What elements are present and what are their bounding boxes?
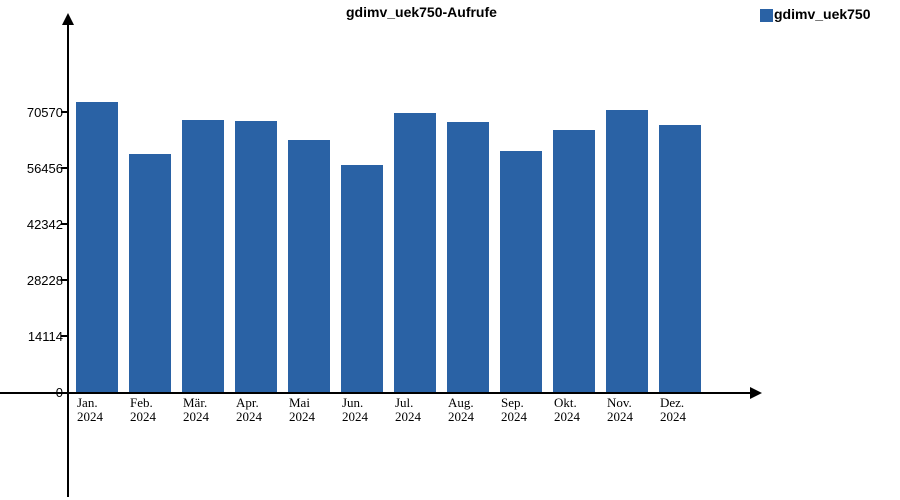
y-tick-label: 14114 — [28, 329, 63, 344]
x-tick-label: Dez. 2024 — [660, 396, 686, 425]
bar — [129, 154, 171, 392]
bar — [76, 102, 118, 392]
x-tick-label: Mär. 2024 — [183, 396, 209, 425]
y-tick-mark — [61, 335, 67, 337]
x-tick-label: Feb. 2024 — [130, 396, 156, 425]
bar — [182, 120, 224, 392]
bar — [500, 151, 542, 392]
y-tick-label: 0 — [56, 385, 63, 400]
x-tick-label: Sep. 2024 — [501, 396, 527, 425]
x-tick-label: Apr. 2024 — [236, 396, 262, 425]
bar — [447, 122, 489, 392]
bar — [553, 130, 595, 392]
x-tick-label: Jun. 2024 — [342, 396, 368, 425]
y-tick-label: 28228 — [27, 273, 63, 288]
plot-area — [0, 0, 750, 392]
x-tick-label: Okt. 2024 — [554, 396, 580, 425]
x-tick-label: Nov. 2024 — [607, 396, 633, 425]
x-tick-label: Jan. 2024 — [77, 396, 103, 425]
legend-label: gdimv_uek750 — [774, 6, 871, 22]
x-tick-label: Mai 2024 — [289, 396, 315, 425]
y-tick-mark — [61, 167, 67, 169]
y-tick-mark — [61, 223, 67, 225]
bar — [606, 110, 648, 392]
y-tick-label: 56456 — [27, 161, 63, 176]
legend-swatch — [760, 9, 773, 22]
x-axis-line — [0, 392, 750, 394]
y-tick-label: 70570 — [27, 105, 63, 120]
y-tick-mark — [61, 111, 67, 113]
bar — [659, 125, 701, 392]
x-tick-label: Aug. 2024 — [448, 396, 474, 425]
bar — [394, 113, 436, 392]
bar — [341, 165, 383, 392]
legend: gdimv_uek750 — [760, 6, 871, 22]
y-tick-mark — [61, 279, 67, 281]
x-axis-arrow — [750, 387, 762, 399]
chart-root: gdimv_uek750-Aufrufe gdimv_uek750 014114… — [0, 0, 900, 500]
y-tick-label: 42342 — [27, 217, 63, 232]
bar — [235, 121, 277, 392]
bar — [288, 140, 330, 392]
x-tick-label: Jul. 2024 — [395, 396, 421, 425]
